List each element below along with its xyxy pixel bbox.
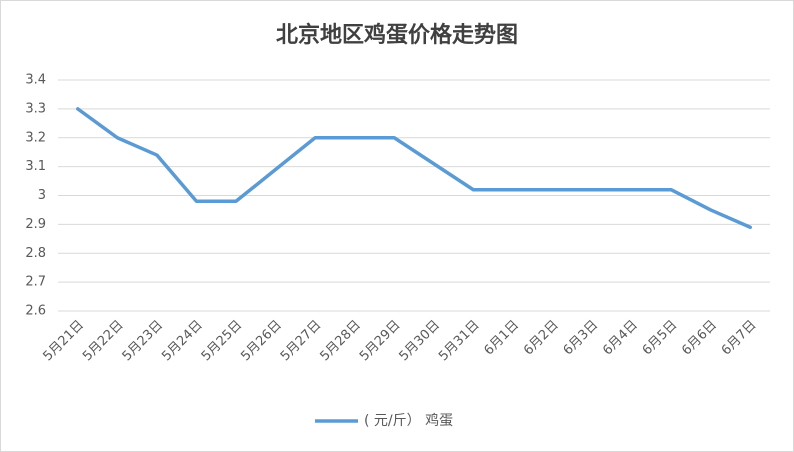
data-line (76, 107, 752, 230)
y-tick-label: 3.1 (25, 159, 46, 174)
y-tick-label: 2.9 (25, 217, 46, 232)
y-tick-label: 2.6 (25, 304, 46, 319)
y-tick-label: 3 (38, 188, 46, 203)
y-tick-label: 2.7 (25, 275, 46, 290)
y-tick-label: 3.2 (25, 130, 46, 145)
legend-label: ( 元/斤） 鸡蛋 (364, 412, 453, 429)
y-tick-label: 3.3 (25, 101, 46, 116)
chart-title: 北京地区鸡蛋价格走势图 (276, 22, 518, 48)
y-tick-label: 3.4 (25, 73, 46, 88)
y-tick-label: 2.8 (25, 246, 46, 261)
